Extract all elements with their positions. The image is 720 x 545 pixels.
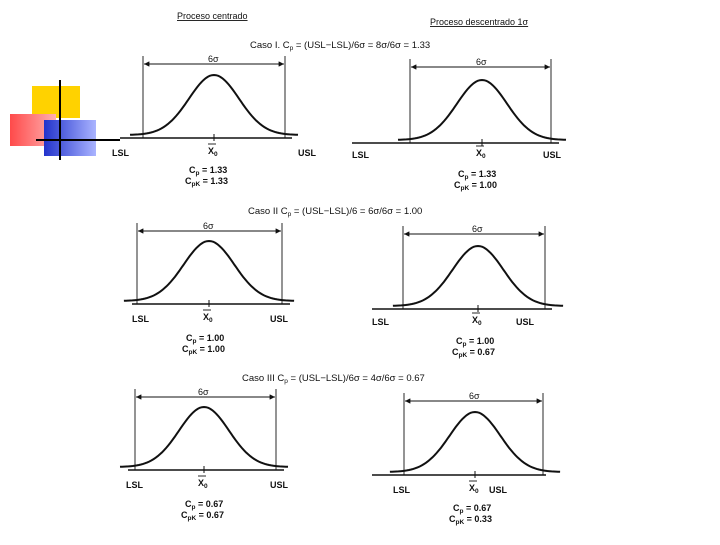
case-3-left-usl-label: USL xyxy=(270,480,289,490)
case-2-left-six-sigma-label: 6σ xyxy=(203,221,214,231)
case-3-right-cp-value: Cp = 0.67 xyxy=(453,503,491,515)
case-3-right-usl-label: USL xyxy=(489,485,508,495)
logo-vertical-line xyxy=(59,80,61,160)
case-1-right-cpk-value: CpK = 1.00 xyxy=(454,180,497,192)
case-2-right-bell-curve xyxy=(392,244,564,307)
case-1-right-six-sigma-label: 6σ xyxy=(476,57,487,67)
case-1-left-lsl-label: LSL xyxy=(112,148,130,158)
case-3-right-six-sigma-label: 6σ xyxy=(469,391,480,401)
case-2-left-cp-value: Cp = 1.00 xyxy=(186,333,224,345)
case-2-right-six-sigma-label: 6σ xyxy=(472,224,483,234)
case-1-left-bell-curve xyxy=(129,73,299,136)
case-1-left-cpk-value: CpK = 1.33 xyxy=(185,176,228,188)
logo-blue-square xyxy=(44,120,96,156)
case-1-title: Caso I. Cp = (USL−LSL)/6σ = 8σ/6σ = 1.33 xyxy=(250,40,430,52)
case-3-left-lsl-label: LSL xyxy=(126,480,144,490)
case-1-left-mean-label: X0 xyxy=(208,146,218,158)
case-1-right-cp-value: Cp = 1.33 xyxy=(458,169,496,181)
case-3-title: Caso III Cp = (USL−LSL)/6σ = 4σ/6σ = 0.6… xyxy=(242,373,425,385)
case-2-title: Caso II Cp = (USL−LSL)/6 = 6σ/6σ = 1.00 xyxy=(248,206,422,218)
case-2-right-mean-label: X0 xyxy=(472,315,482,327)
case-3-left-mean-label: X0 xyxy=(198,478,208,490)
case-2-right-lsl-label: LSL xyxy=(372,317,390,327)
case-2-left-mean-label: X0 xyxy=(203,312,213,324)
case-1-left-cp-value: Cp = 1.33 xyxy=(189,165,227,177)
logo-yellow-square xyxy=(32,86,80,118)
case-3-left-cp-value: Cp = 0.67 xyxy=(185,499,223,511)
case-2-right-cp-value: Cp = 1.00 xyxy=(456,336,494,348)
header-centered: Proceso centrado xyxy=(177,11,248,21)
case-3-right-bell-curve xyxy=(389,410,561,473)
case-3-right-mean-label: X0 xyxy=(469,483,479,495)
logo-horizontal-line xyxy=(36,139,120,141)
case-3-left-bell-curve xyxy=(119,405,289,468)
case-3-left-cpk-value: CpK = 0.67 xyxy=(181,510,224,522)
case-3-right-lsl-label: LSL xyxy=(393,485,411,495)
case-2-left-lsl-label: LSL xyxy=(132,314,150,324)
case-1-right-lsl-label: LSL xyxy=(352,150,370,160)
case-2-right-usl-label: USL xyxy=(516,317,535,327)
case-1-right-usl-label: USL xyxy=(543,150,562,160)
case-1-right-bell-curve xyxy=(397,78,567,141)
case-2-right-cpk-value: CpK = 0.67 xyxy=(452,347,495,359)
case-2-left-bell-curve xyxy=(123,239,295,302)
case-1-left-usl-label: USL xyxy=(298,148,317,158)
case-2-left-usl-label: USL xyxy=(270,314,289,324)
case-1-right-mean-label: X0 xyxy=(476,148,486,160)
case-3-left-six-sigma-label: 6σ xyxy=(198,387,209,397)
header-off-center: Proceso descentrado 1σ xyxy=(430,17,529,27)
case-2-left-cpk-value: CpK = 1.00 xyxy=(182,344,225,356)
case-3-right-cpk-value: CpK = 0.33 xyxy=(449,514,492,526)
case-1-left-six-sigma-label: 6σ xyxy=(208,54,219,64)
